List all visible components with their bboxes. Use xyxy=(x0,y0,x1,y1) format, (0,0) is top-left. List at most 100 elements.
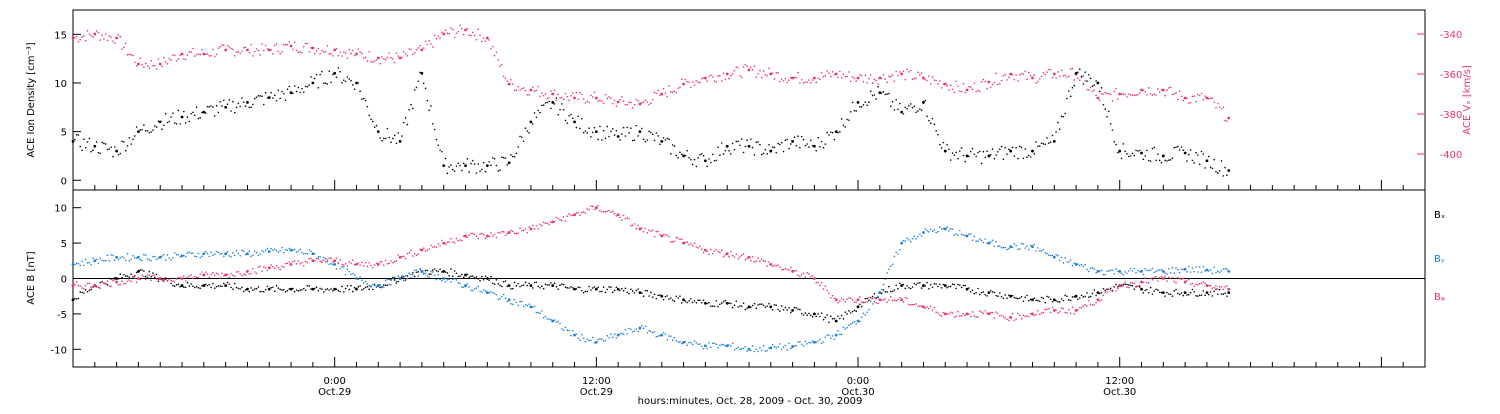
bottom-series-2-point-43 xyxy=(1009,316,1013,319)
bottom-series-1-fill-29-2 xyxy=(708,342,710,344)
top-right-series-0-point-0 xyxy=(71,36,75,40)
bottom-series-1-fill-43-5 xyxy=(1018,248,1021,250)
bottom-series-2-fill-24-1 xyxy=(597,204,599,207)
top-right-series-0-point-15 xyxy=(398,56,402,60)
bottom-series-2-fill-36-5 xyxy=(866,301,868,303)
top-right-series-0-point-49 xyxy=(1140,88,1143,92)
bottom-series-0-fill-4-11 xyxy=(179,285,182,288)
top-left-series-0-fill-32-8 xyxy=(784,139,787,142)
bottom-series-1-fill-50-9 xyxy=(1178,271,1181,274)
bottom-series-2-fill-10-10 xyxy=(308,257,311,260)
bottom-series-0-fill-35-1 xyxy=(837,315,839,318)
top-left-series-0-fill-46-1 xyxy=(1077,71,1079,74)
top-right-series-0-fill-33-6 xyxy=(802,82,805,84)
top-left-series-0-fill-44-9 xyxy=(1048,142,1050,144)
bottom-series-0-fill-11-5 xyxy=(321,288,323,290)
bottom-series-0-fill-49-6 xyxy=(1151,293,1154,295)
legend-entry-2: Bᵩ xyxy=(1434,292,1445,303)
bottom-series-0-fill-32-9 xyxy=(786,309,788,311)
bottom-series-1-fill-18-5 xyxy=(473,288,476,290)
bottom-series-2-fill-5-3 xyxy=(186,276,189,279)
top-right-series-0-fill-24-7 xyxy=(608,96,610,98)
top-left-series-0-point-19 xyxy=(485,164,489,168)
bottom-series-0-fill-11-3 xyxy=(317,289,320,292)
bottom-series-0-fill-18-9 xyxy=(481,275,483,278)
bottom-series-0-fill-7-4 xyxy=(232,288,234,290)
bottom-series-2-fill-12-5 xyxy=(342,264,345,266)
bottom-series-0-fill-35-5 xyxy=(844,311,847,313)
top-right-series-0-fill-52-3 xyxy=(1211,97,1214,99)
bottom-series-1-fill-39-6 xyxy=(933,229,936,231)
bottom-series-2-fill-19-9 xyxy=(502,231,505,233)
bottom-series-0-fill-13-4 xyxy=(362,288,365,290)
top-left-series-0-fill-19-7 xyxy=(499,169,501,171)
bottom-series-0-fill-35-2 xyxy=(839,317,841,320)
top-right-series-0-fill-44-8 xyxy=(1046,71,1048,73)
top-left-series-0-fill-28-10 xyxy=(700,152,703,155)
bottom-series-2-fill-25-10 xyxy=(635,227,638,230)
top-left-series-0-fill-38-5 xyxy=(909,103,912,105)
top-right-series-0-fill-4-4 xyxy=(166,63,169,65)
bottom-series-1-fill-19-11 xyxy=(506,300,509,303)
top-right-series-0-fill-1-2 xyxy=(97,31,100,34)
top-left-series-0-fill-30-6 xyxy=(737,140,739,143)
top-right-series-0-fill-29-3 xyxy=(710,74,712,76)
bottom-series-1-fill-50-3 xyxy=(1167,267,1170,270)
top-left-series-0-fill-51-9 xyxy=(1200,150,1203,153)
top-right-series-0-fill-33-3 xyxy=(797,71,799,74)
top-right-series-0-fill-32-9 xyxy=(786,81,788,84)
top-right-series-0-fill-49-6 xyxy=(1151,94,1154,96)
bottom-series-1-fill-39-1 xyxy=(924,228,927,230)
bottom-series-0-fill-10-11 xyxy=(310,288,312,290)
bottom-series-1-fill-5-1 xyxy=(183,254,185,257)
bottom-series-1-fill-16-2 xyxy=(424,272,427,275)
bottom-series-0-fill-20-3 xyxy=(513,281,516,284)
top-right-series-0-fill-32-2 xyxy=(773,78,776,80)
top-left-series-0-fill-13-3 xyxy=(361,98,363,100)
top-left-series-0-fill-20-4 xyxy=(515,152,518,155)
top-right-series-0-fill-30-7 xyxy=(739,74,741,77)
bottom-series-0-fill-50-7 xyxy=(1175,288,1177,291)
top-left-series-0-fill-7-2 xyxy=(228,99,231,101)
bottom-series-0-fill-45-2 xyxy=(1057,300,1059,303)
bottom-series-0-fill-42-8 xyxy=(1002,297,1005,300)
top-right-series-0-fill-26-10 xyxy=(657,89,659,92)
top-right-series-0-fill-12-9 xyxy=(350,52,352,55)
bottom-series-1-fill-19-1 xyxy=(488,292,490,294)
top-right-series-0-fill-31-2 xyxy=(751,69,754,71)
bottom-series-1-fill-29-5 xyxy=(713,342,716,345)
top-right-series-0-fill-15-2 xyxy=(402,50,405,53)
top-right-series-0-fill-17-5 xyxy=(451,28,454,31)
top-left-series-0-fill-2-7 xyxy=(128,137,131,139)
top-left-series-0-fill-36-9 xyxy=(873,94,876,96)
bottom-series-2-fill-6-9 xyxy=(219,277,221,279)
bottom-series-1-fill-16-9 xyxy=(437,273,440,276)
bottom-series-0-fill-38-9 xyxy=(917,282,919,285)
bottom-series-0-fill-33-3 xyxy=(797,308,799,310)
top-left-series-0-fill-18-8 xyxy=(479,170,481,173)
top-left-series-0-fill-7-11 xyxy=(244,105,247,107)
bottom-series-2-fill-28-1 xyxy=(684,241,687,244)
bottom-series-1-point-14 xyxy=(376,284,380,287)
bottom-series-0-point-39 xyxy=(922,284,925,287)
bottom-series-1-fill-28-9 xyxy=(699,343,701,345)
bottom-series-2-fill-47-11 xyxy=(1117,287,1119,290)
top-right-series-0-fill-42-7 xyxy=(1000,79,1003,82)
top-left-series-0-fill-21-3 xyxy=(535,116,538,119)
bottom-series-0-fill-43-10 xyxy=(1028,299,1030,302)
top-right-series-0-fill-30-11 xyxy=(746,65,748,67)
bottom-series-2-fill-37-6 xyxy=(889,295,892,298)
top-left-series-0-fill-52-7 xyxy=(1218,169,1221,172)
bottom-series-0-point-33 xyxy=(791,308,795,312)
top-left-series-0-fill-10-3 xyxy=(295,90,298,93)
top-left-series-0-fill-34-10 xyxy=(831,131,834,134)
top-right-series-0-fill-48-4 xyxy=(1126,96,1128,98)
top-left-series-0-fill-32-4 xyxy=(777,142,779,145)
bottom-series-0-fill-44-11 xyxy=(1051,300,1054,303)
bottom-series-1-fill-8-8 xyxy=(261,250,263,252)
top-left-series-0-fill-7-7 xyxy=(237,102,240,105)
bottom-series-1-point-4 xyxy=(158,255,162,259)
top-right-series-0-fill-35-4 xyxy=(842,73,845,75)
bottom-series-2-fill-20-10 xyxy=(526,231,529,234)
bottom-series-0-fill-31-6 xyxy=(759,303,761,306)
